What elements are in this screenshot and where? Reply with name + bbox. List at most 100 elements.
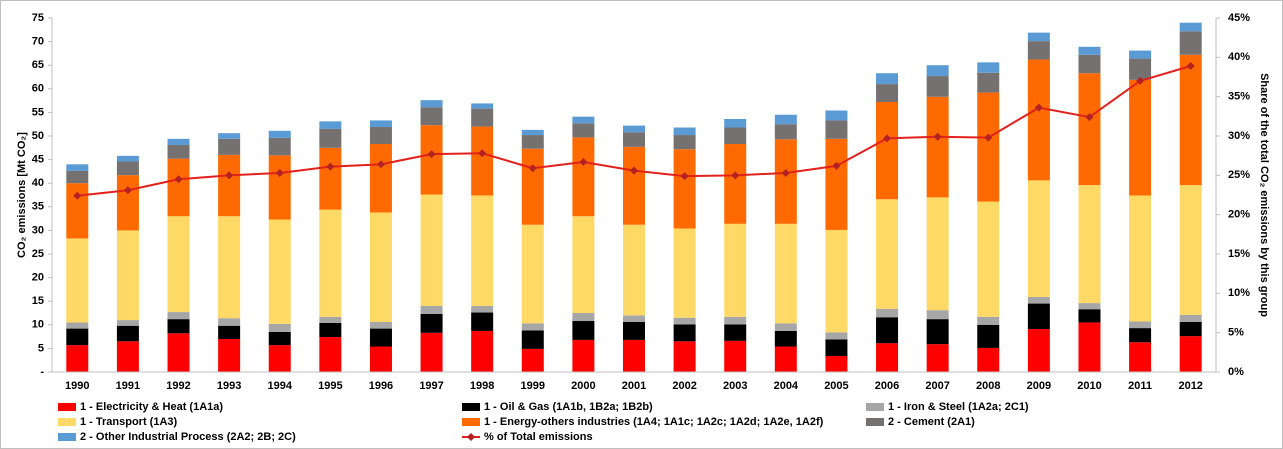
bar-segment [774,114,797,125]
y2-tick-label: 35% [1228,91,1250,103]
legend-swatch [58,418,76,426]
x-tick-label: 1996 [369,380,393,392]
line-marker [1034,103,1043,112]
bar-segment [1179,321,1202,337]
bar-segment [167,216,190,313]
line-marker [630,166,638,175]
bar-segment [977,316,1000,325]
bar-segment [66,164,89,171]
bar-segment [1027,296,1050,304]
x-tick-label: 2004 [774,380,799,392]
bar-segment [572,216,595,313]
x-tick-label: 2009 [1027,380,1051,392]
line-marker [225,171,234,180]
x-tick-label: 1999 [521,380,545,392]
bar-segment [774,323,797,331]
y-tick-label: 65 [32,59,44,71]
bar-segment [724,127,747,145]
y-tick-label: 10 [32,319,44,331]
y-tick-label: 50 [32,130,44,142]
bar-segment [926,65,949,77]
line-marker [123,186,132,195]
bar-segment [420,100,443,108]
bar-segment [876,317,899,344]
bar-segment [1078,73,1101,186]
y-tick-label: 40 [32,177,44,189]
bar-segment [420,125,443,195]
bar-segment [673,341,696,372]
legend-swatch [866,403,884,411]
y2-tick-label: 40% [1228,51,1250,63]
bar-segment [1129,195,1152,322]
bar-segment [116,161,139,176]
bar-segment [724,316,747,325]
x-tick-label: 1994 [267,380,292,392]
bar-segment [471,195,494,306]
x-tick-label: 2008 [976,380,1000,392]
bar-segment [471,126,494,196]
x-tick-label: 2006 [875,380,899,392]
y2-tick-label: 25% [1228,169,1250,181]
bar-segment [369,328,392,347]
bar-segment [116,325,139,342]
x-tick-label: 2003 [723,380,747,392]
x-tick-label: 2012 [1178,380,1202,392]
bar-segment [926,76,949,97]
bar-segment [218,133,241,139]
bar-segment [977,347,1000,372]
bar-segment [1078,46,1101,55]
line-marker [73,191,82,200]
bar-segment [268,219,291,324]
line-marker [680,172,689,181]
line-marker [984,133,993,142]
bar-segment [673,324,696,342]
bar-segment [572,321,595,340]
bar-segment [572,313,595,322]
legend-swatch [462,418,480,426]
line-marker [528,164,537,173]
legend-label: 1 - Iron & Steel (1A2a; 2C1) [888,401,1029,413]
y2-tick-label: 15% [1228,248,1250,260]
y-tick-label: 20 [32,272,44,284]
bar-segment [521,330,544,349]
y-tick-label: 70 [32,36,44,48]
bar-segment [724,144,747,224]
bar-segment [420,305,443,314]
bar-segment [369,346,392,372]
legend-swatch [462,403,480,411]
bar-segment [319,147,342,210]
bar-segment [218,318,241,326]
bar-segment [167,138,190,145]
bar-segment [521,148,544,225]
x-tick-label: 1997 [419,380,443,392]
bar-segment [572,339,595,372]
bar-segment [774,346,797,372]
line-marker [781,168,790,177]
line-marker [1085,113,1094,122]
y2-tick-label: 10% [1228,287,1250,299]
bar-segment [369,144,392,213]
x-tick-label: 1998 [470,380,494,392]
bar-segment [1129,321,1152,329]
x-tick-label: 2000 [571,380,595,392]
bar-segment [876,84,899,103]
bar-segment [116,155,139,162]
bar-segment [319,337,342,372]
bar-segment [319,128,342,148]
x-tick-label: 1990 [65,380,89,392]
bar-segment [774,124,797,140]
bar-segment [319,121,342,129]
bar-segment [825,138,848,230]
bar-segment [724,324,747,341]
line-marker [832,161,841,170]
bar-segment [572,123,595,138]
bar-segment [471,103,494,109]
bar-segment [66,170,89,184]
bar-segment [825,229,848,333]
bar-segment [521,135,544,149]
line-marker [326,162,335,171]
legend-label: 1 - Transport (1A3) [80,416,178,428]
x-tick-label: 2011 [1128,380,1152,392]
bar-segment [268,345,291,372]
bar-segment [1078,54,1101,74]
